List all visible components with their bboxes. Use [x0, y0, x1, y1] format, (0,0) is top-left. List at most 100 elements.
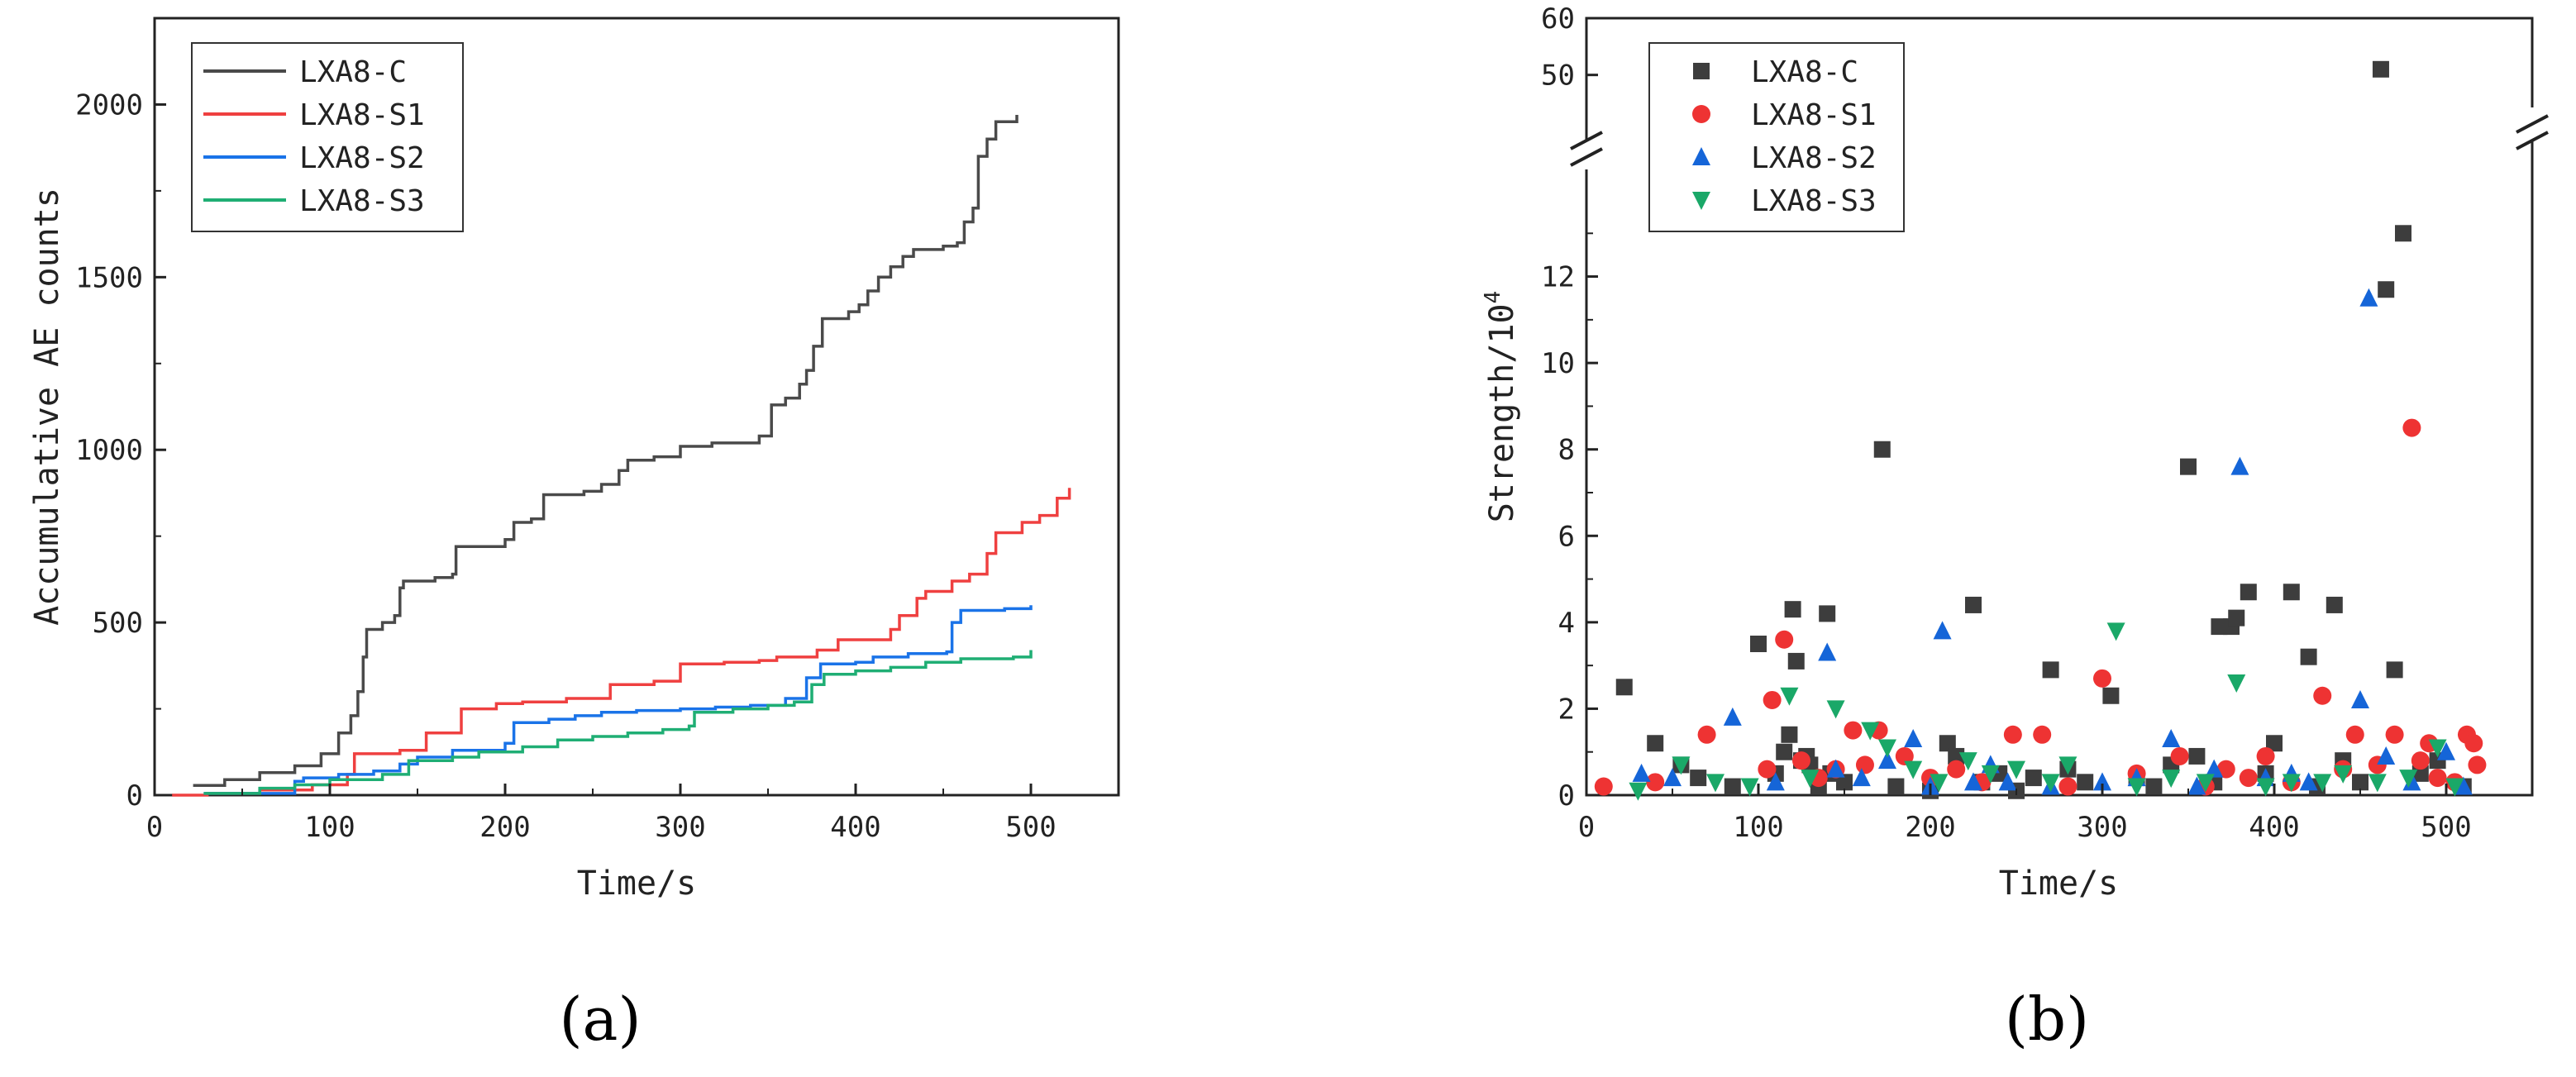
data-point-lxa8-c — [1887, 778, 1905, 795]
y-tick-label: 4 — [1558, 607, 1575, 640]
data-point-lxa8-s1 — [2313, 686, 2332, 705]
data-point-lxa8-s2 — [2437, 741, 2455, 760]
data-point-lxa8-c — [2188, 747, 2206, 765]
data-point-lxa8-s1 — [2256, 746, 2275, 765]
axis-break-mark-left-2 — [1570, 147, 1603, 167]
data-point-lxa8-s3 — [2162, 770, 2181, 789]
data-point-lxa8-c — [1965, 596, 1982, 613]
data-point-lxa8-s2 — [1933, 621, 1952, 640]
data-point-lxa8-s2 — [1878, 751, 1896, 770]
data-point-lxa8-s1 — [2058, 777, 2077, 796]
data-point-lxa8-s2 — [2359, 288, 2378, 307]
data-point-lxa8-s3 — [2282, 774, 2301, 793]
data-point-lxa8-s3 — [2227, 674, 2246, 693]
data-point-lxa8-s3 — [2007, 760, 2025, 779]
data-point-lxa8-c — [2352, 774, 2368, 791]
data-point-lxa8-s1 — [1792, 751, 1810, 770]
panel-b-plot-frame — [1585, 17, 2534, 797]
panel-b-axis-break-marks — [1570, 114, 2549, 167]
y-tick-label: 8 — [1558, 434, 1575, 467]
series-line-lxa8-c — [193, 115, 1018, 788]
data-point-lxa8-s3 — [2196, 774, 2215, 793]
data-point-lxa8-c — [1873, 441, 1891, 458]
data-point-lxa8-s3 — [2313, 774, 2332, 793]
data-point-lxa8-s3 — [1706, 774, 1724, 793]
panel-a-plot-frame — [153, 17, 1120, 797]
panel-b-y-axis-label-exponent: 4 — [1481, 291, 1505, 304]
data-point-lxa8-s2 — [2187, 776, 2206, 795]
panel-a-series-group — [172, 115, 1071, 797]
data-point-lxa8-s2 — [2162, 729, 2181, 748]
panel-a-line-chart: 0 100 200 300 400 500 0 500 1000 1500 2000 Time/s… — [28, 17, 1120, 1054]
data-point-lxa8-s2 — [1998, 772, 2017, 791]
panel-b-x-ticks: 0 100 200 300 400 500 — [1578, 784, 2472, 844]
data-point-lxa8-c — [2411, 765, 2429, 782]
data-point-lxa8-s3 — [1861, 722, 1880, 741]
data-point-lxa8-s2 — [1766, 772, 1785, 791]
x-tick-label: 200 — [1905, 811, 1955, 844]
data-point-lxa8-c — [2283, 584, 2300, 601]
data-point-lxa8-s2 — [1826, 759, 1845, 778]
data-point-lxa8-c — [1615, 679, 1633, 696]
data-point-lxa8-s1 — [1844, 721, 1863, 740]
data-point-lxa8-s1 — [2385, 725, 2404, 744]
data-point-lxa8-c — [1939, 735, 1956, 752]
data-point-lxa8-s3 — [1904, 760, 1923, 779]
data-point-lxa8-s2 — [2402, 772, 2421, 791]
series-lxa8-s3 — [1629, 622, 2464, 801]
data-point-lxa8-s2 — [2351, 689, 2369, 708]
data-point-lxa8-s1 — [2003, 725, 2022, 744]
data-point-lxa8-s1 — [1775, 630, 1794, 649]
data-point-lxa8-s2 — [2377, 746, 2396, 765]
legend-marker-lxa8-s1 — [1692, 105, 1710, 123]
y-tick-label: 1000 — [75, 434, 143, 467]
data-point-lxa8-c — [2300, 648, 2317, 665]
panel-b-y-axis-label-main: Strength/10 — [1483, 303, 1521, 522]
data-point-lxa8-c — [1647, 735, 1664, 752]
data-point-lxa8-s1 — [2239, 769, 2258, 788]
data-point-lxa8-s3 — [2256, 778, 2275, 797]
data-point-lxa8-c — [2372, 60, 2389, 78]
y-tick-label: 0 — [126, 779, 143, 813]
data-point-lxa8-c — [1781, 726, 1798, 743]
y-tick-label: 500 — [93, 607, 143, 640]
x-tick-label: 400 — [2249, 811, 2299, 844]
x-tick-label: 300 — [2077, 811, 2127, 844]
data-point-lxa8-s1 — [1763, 690, 1782, 709]
legend-label-lxa8-s3: LXA8-S3 — [1751, 184, 1877, 218]
data-point-lxa8-c — [1948, 747, 1965, 765]
data-point-lxa8-c — [1836, 774, 1853, 791]
panel-b-legend: LXA8-C LXA8-S1 LXA8-S2 LXA8-S3 — [1648, 42, 1905, 232]
data-point-lxa8-c — [1724, 778, 1741, 795]
data-point-lxa8-s2 — [1818, 642, 1837, 661]
panel-b-series-group — [1594, 60, 2487, 801]
data-point-lxa8-s1 — [2345, 725, 2364, 744]
y-tick-label: 2 — [1558, 693, 1575, 726]
y-tick-label: 0 — [1558, 779, 1575, 813]
legend-marker-lxa8-s2 — [1692, 147, 1710, 165]
panel-b-y-axis-label: Strength/104 — [1481, 291, 1521, 523]
panel-b-x-axis-label: Time/s — [1999, 865, 2119, 903]
data-point-lxa8-s1 — [2093, 669, 2111, 688]
data-point-lxa8-s3 — [2058, 756, 2077, 775]
panel-a-label: (a) — [559, 984, 641, 1054]
y-tick-label: 60 — [1541, 2, 1575, 36]
data-point-lxa8-s3 — [1930, 774, 1949, 793]
data-point-lxa8-s1 — [2170, 746, 2189, 765]
data-point-lxa8-c — [2395, 225, 2411, 242]
data-point-lxa8-s3 — [2334, 765, 2353, 784]
x-tick-label: 300 — [655, 811, 705, 844]
panel-a-y-axis-label: Accumulative AE counts — [28, 188, 66, 626]
data-point-lxa8-s1 — [1895, 746, 1914, 765]
data-point-lxa8-s1 — [2033, 725, 2052, 744]
data-point-lxa8-c — [1784, 601, 1801, 618]
data-point-lxa8-s2 — [2454, 776, 2473, 795]
data-point-lxa8-s1 — [2428, 769, 2447, 788]
series-line-lxa8-s2 — [203, 605, 1033, 795]
legend-marker-lxa8-s3 — [1692, 192, 1710, 210]
data-point-lxa8-s1 — [1947, 760, 1966, 779]
axis-break-mark-left-1 — [1570, 131, 1603, 150]
y-tick-label: 2000 — [75, 88, 143, 122]
data-point-lxa8-s1 — [2411, 751, 2430, 770]
data-point-lxa8-s1 — [1855, 755, 1874, 774]
